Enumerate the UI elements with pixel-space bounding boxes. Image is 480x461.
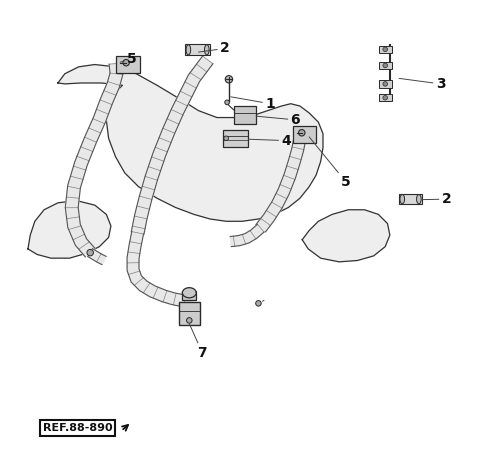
Polygon shape <box>65 63 123 257</box>
Circle shape <box>187 318 192 323</box>
Circle shape <box>123 59 130 66</box>
Circle shape <box>299 130 305 136</box>
Text: 2: 2 <box>422 192 451 206</box>
Polygon shape <box>230 225 264 247</box>
FancyBboxPatch shape <box>117 56 140 73</box>
Polygon shape <box>28 201 111 258</box>
FancyBboxPatch shape <box>223 130 248 147</box>
FancyBboxPatch shape <box>379 62 392 69</box>
Circle shape <box>225 100 229 105</box>
Ellipse shape <box>204 45 209 55</box>
Polygon shape <box>58 65 323 221</box>
Circle shape <box>383 95 387 100</box>
Circle shape <box>224 136 228 141</box>
Circle shape <box>87 249 94 256</box>
Text: 5: 5 <box>309 137 351 189</box>
Text: REF.88-890: REF.88-890 <box>43 423 112 433</box>
Text: 7: 7 <box>189 324 207 360</box>
FancyBboxPatch shape <box>379 94 392 101</box>
Circle shape <box>256 301 261 306</box>
Text: 3: 3 <box>399 77 445 91</box>
Polygon shape <box>127 231 192 308</box>
Text: 2: 2 <box>199 41 229 55</box>
Text: 4: 4 <box>248 134 291 148</box>
FancyBboxPatch shape <box>379 46 392 53</box>
Polygon shape <box>88 248 106 265</box>
FancyBboxPatch shape <box>185 44 210 55</box>
FancyBboxPatch shape <box>182 291 196 300</box>
Ellipse shape <box>417 195 421 204</box>
Text: 1: 1 <box>231 97 275 111</box>
Polygon shape <box>256 137 306 232</box>
Ellipse shape <box>182 288 196 298</box>
Circle shape <box>383 82 387 86</box>
FancyBboxPatch shape <box>179 302 200 325</box>
Ellipse shape <box>186 45 191 55</box>
FancyBboxPatch shape <box>234 106 256 124</box>
Circle shape <box>225 76 233 83</box>
FancyBboxPatch shape <box>293 126 316 143</box>
Ellipse shape <box>400 195 405 204</box>
Text: 6: 6 <box>256 113 300 127</box>
Text: 5: 5 <box>120 52 136 66</box>
Circle shape <box>383 47 387 52</box>
Polygon shape <box>132 56 213 234</box>
FancyBboxPatch shape <box>399 194 422 204</box>
FancyBboxPatch shape <box>379 80 392 88</box>
Circle shape <box>383 63 387 68</box>
Polygon shape <box>302 210 390 262</box>
